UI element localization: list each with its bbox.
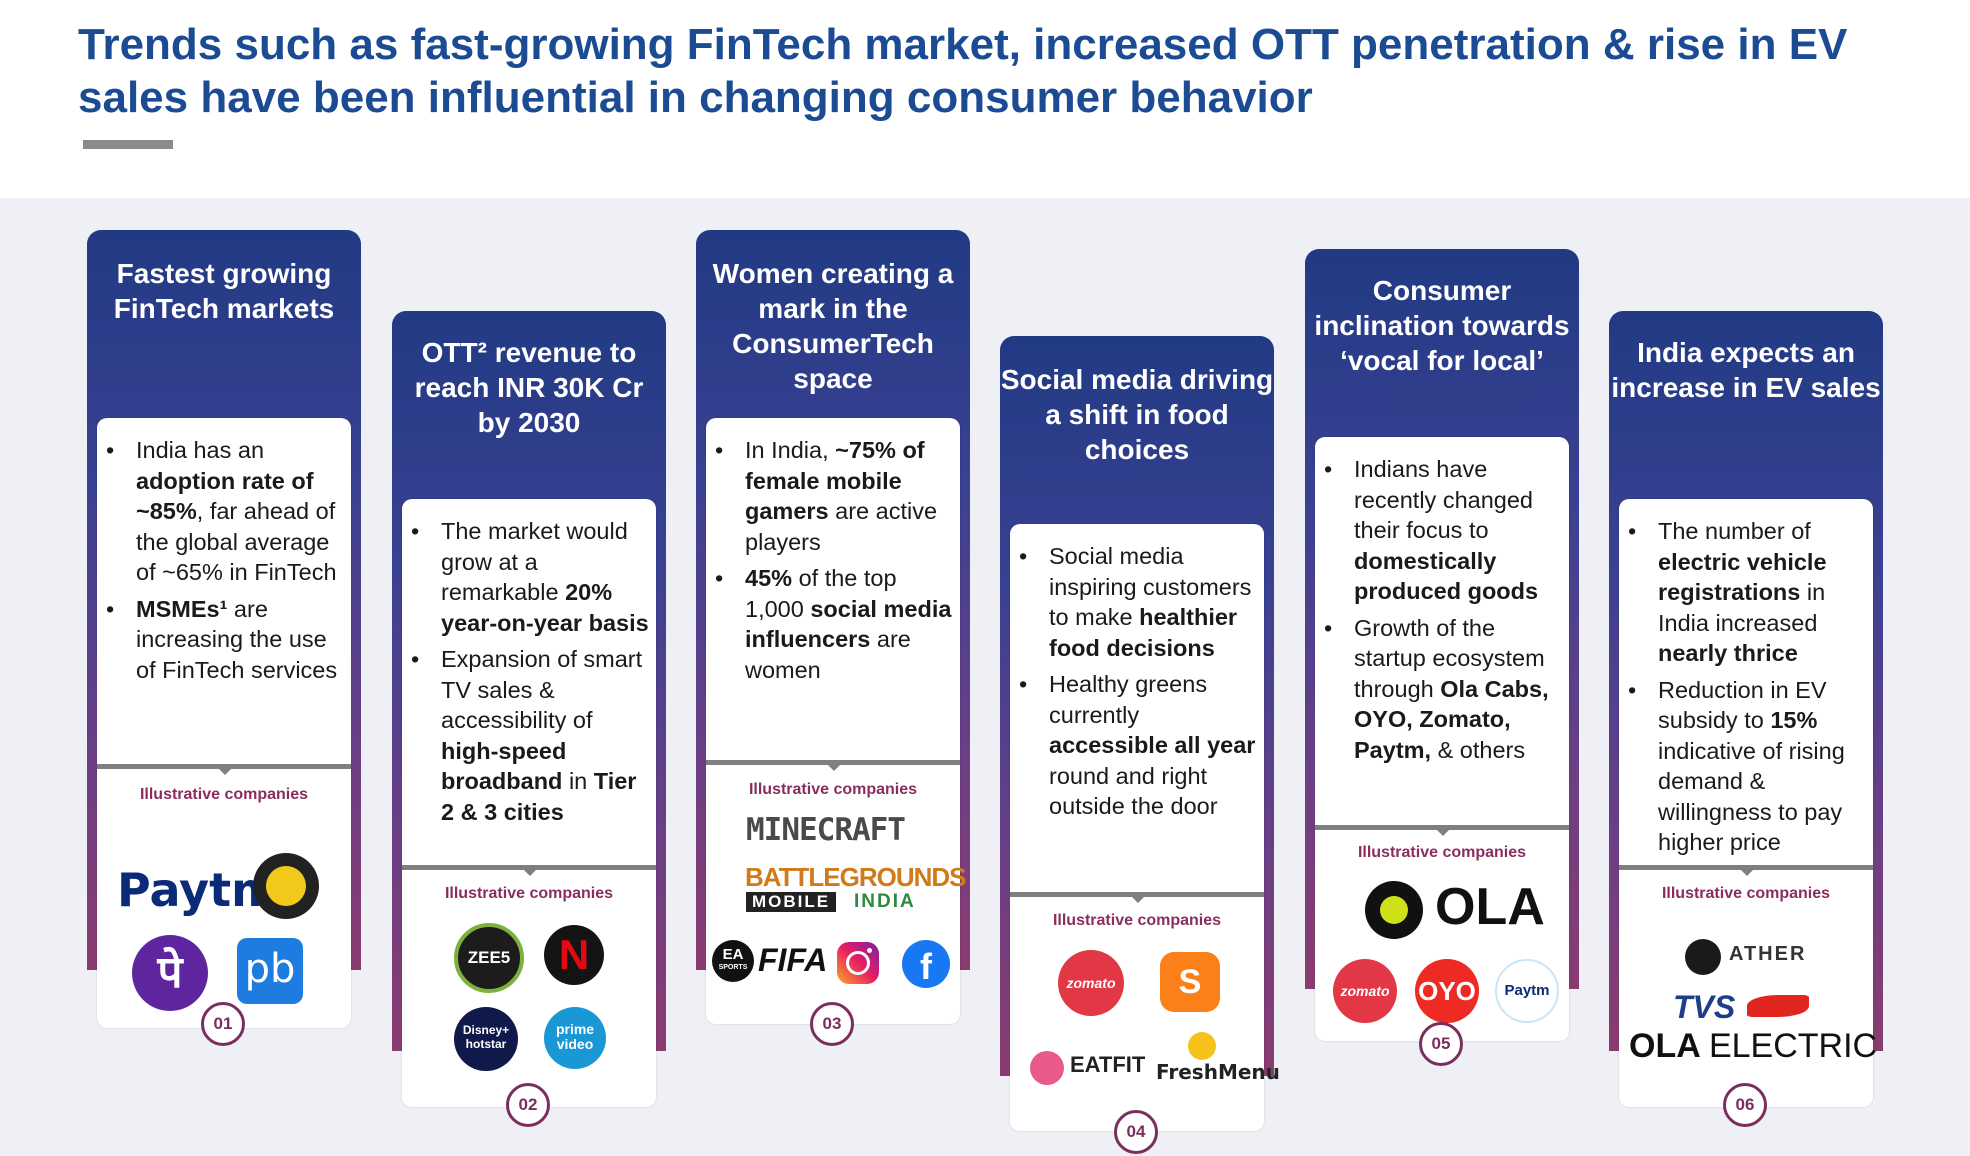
bullet-item: MSMEs¹ are increasing the use of FinTech…	[97, 594, 351, 686]
card-number: 02	[506, 1083, 550, 1127]
illustrative-label: Illustrative companies	[1661, 885, 1831, 902]
policybazaar-logo: pb	[237, 938, 303, 1004]
zee5-logo: ZEE5	[454, 923, 524, 993]
bullet-list: Indians have recently changed their focu…	[1315, 454, 1569, 771]
oyo-logo: OYO	[1415, 959, 1479, 1023]
card-heading: Fastest growing FinTech markets	[113, 258, 335, 324]
bullet-list: The market would grow at a remarkable 20…	[402, 516, 656, 833]
bullet-item: Expansion of smart TV sales & accessibil…	[402, 644, 656, 827]
bullet-list: India has an adoption rate of ~85%, far …	[97, 435, 351, 691]
instagram-logo	[837, 942, 879, 984]
card-number: 05	[1419, 1022, 1463, 1066]
card-heading: Social media driving a shift in food cho…	[1000, 364, 1274, 465]
bullet-item: Indians have recently changed their focu…	[1315, 454, 1569, 607]
bullet-item: In India, ~75% of female mobile gamers a…	[706, 435, 960, 557]
eatfit-icon	[1030, 1051, 1064, 1085]
trend-card-ott: OTT² revenue to reach INR 30K Cr by 2030…	[392, 311, 666, 1127]
illustrative-label: Illustrative companies	[139, 786, 309, 803]
fifa-logo: FIFA	[758, 942, 828, 978]
illustrative-label: Illustrative companies	[444, 885, 614, 902]
page-title: Trends such as fast-growing FinTech mark…	[78, 20, 1848, 122]
ola-electric-logo: OLA ELECTRIC	[1629, 1027, 1878, 1065]
prime-video-logo: prime video	[544, 1007, 606, 1069]
bullet-item: Healthy greens currently accessible all …	[1010, 669, 1264, 822]
trend-card-women-consumertech: Women creating a mark in the ConsumerTec…	[696, 230, 970, 1046]
illustrative-label: Illustrative companies	[748, 781, 918, 798]
freshmenu-logo: FreshMenu	[1156, 1060, 1280, 1084]
trend-card-vocal-for-local: Consumer inclination towards ‘vocal for …	[1305, 249, 1579, 1066]
paytm-logo: Paytm	[117, 863, 280, 917]
battlegrounds-india-text: INDIA	[854, 891, 916, 912]
bullet-list: Social media inspiring customers to make…	[1010, 541, 1264, 828]
card-heading: Women creating a mark in the ConsumerTec…	[712, 258, 954, 394]
paytm-logo: Paytm	[1495, 959, 1559, 1023]
eatfit-logo: EATFIT	[1070, 1052, 1146, 1077]
swiggy-logo: S	[1160, 952, 1220, 1012]
minecraft-logo: MINECRAFT	[746, 812, 906, 848]
trend-card-fintech: Fastest growing FinTech markets India ha…	[87, 230, 361, 1046]
card-number: 04	[1114, 1110, 1158, 1154]
tvs-horse-icon	[1747, 995, 1809, 1017]
hotstar-logo: Disney+ hotstar	[454, 1007, 518, 1071]
ola-logo: OLA	[1435, 878, 1545, 936]
trend-card-social-food: Social media driving a shift in food cho…	[1000, 336, 1280, 1154]
card-number: 01	[201, 1002, 245, 1046]
bullet-item: India has an adoption rate of ~85%, far …	[97, 435, 351, 588]
title-underline	[83, 140, 173, 149]
card-heading: OTT² revenue to reach INR 30K Cr by 2030	[414, 337, 644, 438]
ola-icon	[1365, 881, 1423, 939]
bullet-item: The number of electric vehicle registrat…	[1619, 516, 1873, 669]
zomato-logo: zomato	[1058, 950, 1124, 1016]
netflix-logo: N	[544, 925, 604, 985]
card-heading: India expects an increase in EV sales	[1611, 337, 1881, 403]
facebook-logo: f	[902, 940, 950, 988]
bullet-item: Reduction in EV subsidy to 15% indicativ…	[1619, 675, 1873, 858]
ather-icon	[1685, 939, 1721, 975]
card-number: 06	[1723, 1083, 1767, 1127]
bullet-list: The number of electric vehicle registrat…	[1619, 516, 1873, 864]
illustrative-label: Illustrative companies	[1357, 844, 1527, 861]
tvs-logo: TVS	[1673, 989, 1736, 1025]
illustrative-label: Illustrative companies	[1052, 912, 1222, 929]
bullet-item: The market would grow at a remarkable 20…	[402, 516, 656, 638]
bullet-list: In India, ~75% of female mobile gamers a…	[706, 435, 960, 691]
ather-logo: ATHER	[1729, 943, 1807, 965]
freshmenu-icon	[1188, 1032, 1216, 1060]
card-number: 03	[810, 1002, 854, 1046]
bullet-item: Growth of the startup ecosystem through …	[1315, 613, 1569, 766]
zomato-logo: zomato	[1333, 959, 1397, 1023]
upi-app-logo	[253, 853, 319, 919]
bullet-item: Social media inspiring customers to make…	[1010, 541, 1264, 663]
phonepe-logo: पे	[132, 935, 208, 1011]
bullet-item: 45% of the top 1,000 social media influe…	[706, 563, 960, 685]
battlegrounds-mobile-text: MOBILE	[746, 892, 837, 912]
trend-card-ev-sales: India expects an increase in EV sales Th…	[1609, 311, 1883, 1127]
ea-sports-logo: EA SPORTS	[712, 940, 754, 982]
card-heading: Consumer inclination towards ‘vocal for …	[1314, 275, 1570, 376]
battlegrounds-logo: BATTLEGROUNDS	[745, 862, 967, 892]
